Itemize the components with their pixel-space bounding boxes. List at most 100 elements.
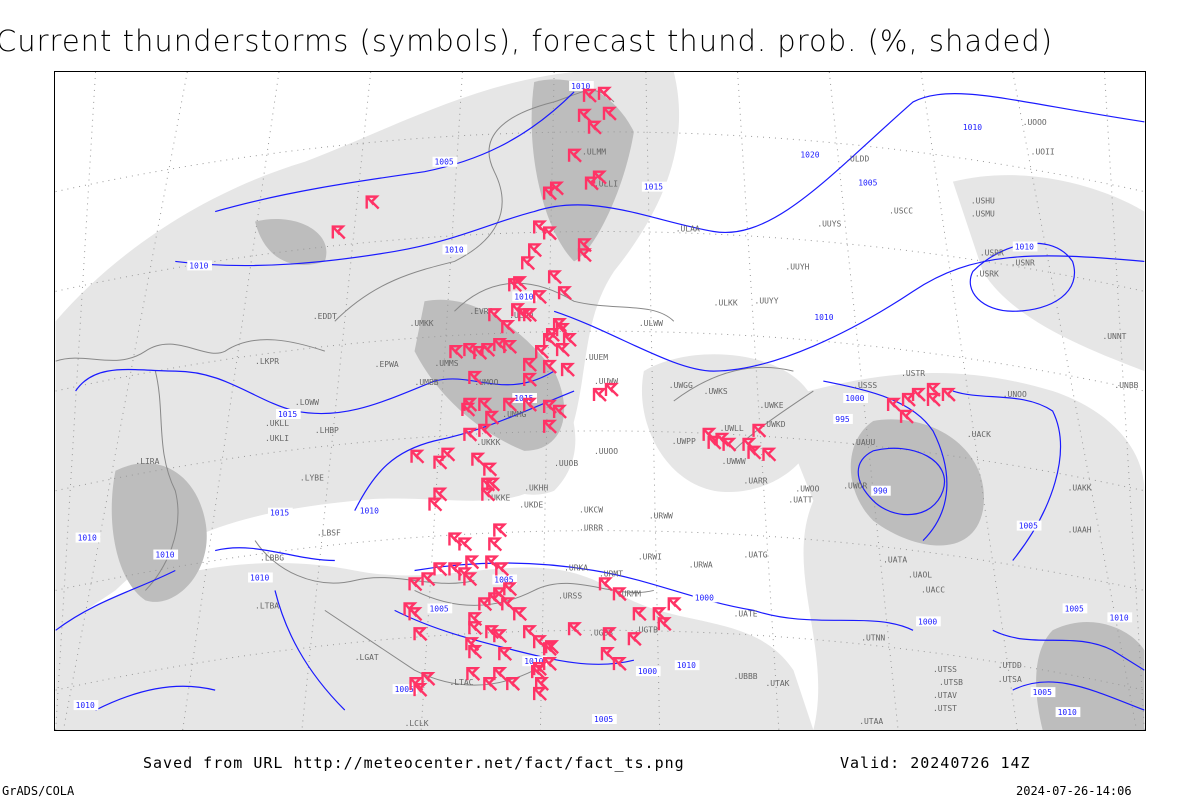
station-label-urss: .URSS <box>558 591 582 600</box>
isobar-label-text: 1010 <box>1058 708 1077 717</box>
isobar-label-text: 1005 <box>1019 522 1038 531</box>
station-label-uwor: .UWOR <box>843 482 867 491</box>
isobar-line-6 <box>857 447 946 516</box>
isobar-label-text: 1005 <box>858 179 877 188</box>
station-label-ulli: .ULLI <box>594 180 618 189</box>
station-label-unbb: .UNBB <box>1114 381 1138 390</box>
isobar-label-text: 1010 <box>814 313 833 322</box>
isobar-label-bg <box>812 312 838 323</box>
thunderstorm-icon <box>533 290 548 305</box>
station-label-ukli: .UKLI <box>265 434 289 443</box>
station-label-uuem: .UUEM <box>584 353 608 362</box>
thunderstorm-icon <box>926 392 941 407</box>
station-label-uwpp: .UWPP <box>672 437 696 446</box>
station-label-uwks: .UWKS <box>704 387 728 396</box>
isobar-label: 1010 <box>248 572 273 582</box>
thunderstorm-icon <box>493 523 508 538</box>
coastline-0 <box>55 339 325 362</box>
thunderstorm-icon <box>523 308 538 323</box>
station-label-utnn: .UTNN <box>861 633 885 642</box>
station-label-uooo: .UOOO <box>1023 118 1047 127</box>
thunderstorm-icon <box>449 344 464 359</box>
meridian-line <box>1103 72 1145 730</box>
thunderstorm-icon <box>577 238 592 253</box>
station-labels: .ULMM .ULLI .ULAA .ULDD .UUYS .USCC .USHU .UUYH… <box>135 118 1138 728</box>
isobar-label-text: 1010 <box>1015 242 1034 251</box>
station-label-uuoo: .UUOO <box>594 447 618 456</box>
isobar-label: 1010 <box>960 121 986 132</box>
isobar-label-bg <box>1107 612 1133 623</box>
isobar-label: 1000 <box>692 592 718 602</box>
valid-time-text: Valid: 20240726 14Z <box>840 754 1031 772</box>
station-label-uate: .UATE <box>734 609 758 618</box>
isobar-label: 1010 <box>1055 707 1081 717</box>
isobar-label: 1000 <box>916 616 941 626</box>
isobar-label: 1010 <box>512 291 537 301</box>
isobar-label-bg <box>187 260 212 271</box>
isobar-label-bg <box>798 149 824 160</box>
station-label-usss: .USSS <box>853 381 877 390</box>
station-label-umms: .UMMS <box>435 359 459 368</box>
station-label-uauu: .UAUU <box>851 438 875 447</box>
thunderstorm-icon <box>486 477 501 492</box>
thunderstorm-icon <box>463 427 478 442</box>
thunderstorm-icon <box>365 195 380 210</box>
isobar-label-text: 1015 <box>270 509 289 518</box>
isobar-label-text: 1015 <box>278 410 297 419</box>
thunderstorm-icon <box>471 452 486 467</box>
thunderstorm-icon <box>478 397 493 412</box>
station-label-unnt: .UNNT <box>1102 332 1126 341</box>
coastline-7 <box>733 390 814 452</box>
station-label-lybe: .LYBE <box>300 474 324 483</box>
thunderstorm-icon <box>542 359 558 374</box>
isobar-label: 1020 <box>798 149 824 160</box>
thunderstorm-icon <box>567 622 582 637</box>
thunderstorm-icon <box>485 410 500 425</box>
station-label-utdd: .UTDD <box>998 661 1022 670</box>
weather-map: .ULMM .ULLI .ULAA .ULDD .UUYS .USCC .USHU .UUYH… <box>54 71 1146 731</box>
station-label-urrr: .URRR <box>579 524 603 533</box>
thunderstorm-icon <box>562 333 577 348</box>
thunderstorm-icon <box>534 676 550 691</box>
shading-area-9 <box>1036 622 1145 730</box>
thunderstorm-icon <box>547 270 563 285</box>
software-credit: GrADS/COLA <box>2 784 75 798</box>
station-label-utsa: .UTSA <box>998 675 1022 684</box>
thunderstorm-icon <box>592 387 607 402</box>
station-label-uaol: .UAOL <box>908 570 932 579</box>
thunderstorm-icon <box>441 447 456 462</box>
thunderstorm-icon <box>413 627 428 642</box>
isobar-label: 1005 <box>427 603 453 613</box>
thunderstorm-icon <box>498 647 513 662</box>
station-label-ulkk: .ULKK <box>714 298 738 307</box>
isobar-label-bg <box>522 656 547 667</box>
thunderstorm-icon <box>468 370 483 385</box>
isobar-line-7 <box>952 390 1062 561</box>
isobar-label: 1005 <box>1062 603 1088 614</box>
isobar-line-2 <box>553 255 1145 372</box>
isobar-label-text: 1010 <box>444 245 463 254</box>
station-label-uwoo: .UWOO <box>795 485 819 494</box>
station-label-uuys: .UUYS <box>817 220 841 229</box>
thunderstorm-icon <box>534 344 550 359</box>
thunderstorm-icon <box>485 555 500 570</box>
station-label-urwi: .URWI <box>638 553 662 562</box>
isobar-label: 1010 <box>1012 241 1038 251</box>
thunderstorm-icon <box>448 562 463 577</box>
thunderstorm-icon <box>521 256 536 271</box>
meridian-line <box>828 72 899 730</box>
thunderstorm-icon <box>604 382 619 397</box>
isobar-label-bg <box>1062 603 1088 614</box>
shading-area-6 <box>531 79 634 262</box>
isobar-label-text: 1010 <box>514 292 533 301</box>
thunderstorm-icon <box>657 617 672 632</box>
thunderstorm-icon <box>493 666 508 681</box>
shading-area-10 <box>111 463 207 602</box>
station-label-usnr: .USNR <box>1011 258 1035 267</box>
thunderstorm-icon <box>468 621 483 636</box>
station-label-uata: .UATA <box>883 556 907 565</box>
thunderstorm-icon <box>602 106 617 121</box>
isobar-label-bg <box>153 549 179 560</box>
thunderstorm-icon <box>523 397 538 412</box>
isobar-label: 1010 <box>357 505 383 516</box>
